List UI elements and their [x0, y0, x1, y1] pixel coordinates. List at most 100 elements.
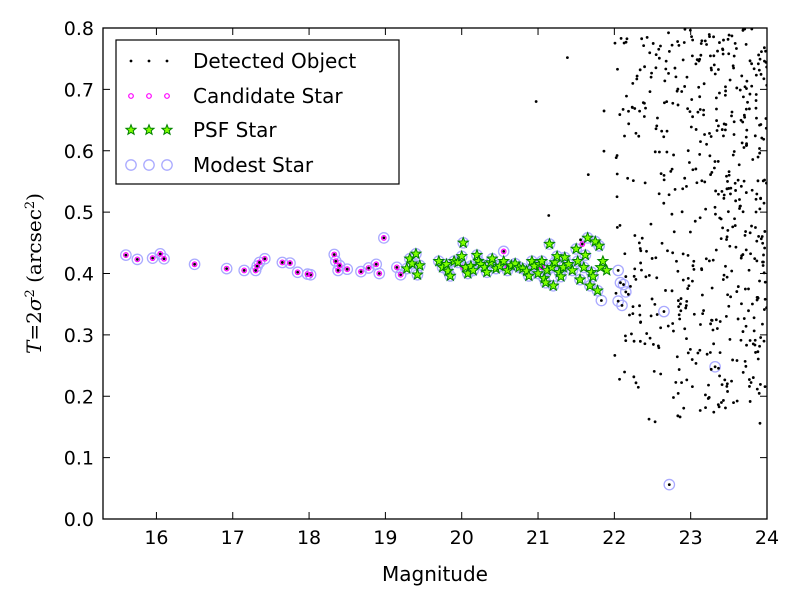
detected-object-marker	[683, 176, 687, 180]
detected-object-marker	[742, 317, 746, 320]
detected-object-marker	[713, 166, 716, 170]
detected-object-marker	[742, 113, 746, 117]
detected-object-marker	[654, 53, 658, 57]
candidate-star-marker	[294, 269, 301, 276]
modest-star-marker	[341, 263, 354, 276]
detected-object-marker	[722, 38, 725, 42]
detected-object-marker	[676, 414, 680, 418]
detected-object-marker	[638, 304, 641, 308]
detected-object-marker	[653, 150, 657, 154]
detected-object-marker	[757, 68, 761, 72]
detected-object-marker	[741, 28, 745, 32]
detected-object-marker	[630, 332, 633, 336]
detected-object-marker	[692, 267, 696, 271]
modest-star-marker	[373, 267, 386, 280]
detected-object-marker	[700, 293, 704, 297]
psf-star-marker	[485, 252, 499, 265]
detected-object-marker	[754, 210, 758, 214]
detected-object-marker	[762, 339, 766, 343]
detected-object-marker	[718, 41, 721, 44]
detected-object-marker	[711, 328, 715, 332]
detected-object-marker	[715, 107, 718, 111]
detected-object-marker	[738, 204, 742, 208]
detected-object-marker	[602, 149, 606, 153]
detected-object-marker	[735, 290, 739, 293]
legend-detected-marker	[129, 59, 133, 63]
y-axis-label-part: 2	[23, 201, 38, 209]
detected-object-marker	[627, 109, 630, 113]
detected-object-marker	[743, 115, 747, 119]
detected-object-marker	[731, 225, 735, 229]
detected-object-marker	[730, 114, 733, 118]
detected-object-marker	[733, 217, 736, 221]
x-tick-label: 22	[602, 527, 626, 549]
legend-entry-label: Detected Object	[193, 49, 356, 73]
detected-object-marker	[744, 364, 748, 368]
psf-star-marker	[583, 279, 597, 292]
detected-object-marker	[763, 385, 767, 389]
detected-object-marker	[690, 54, 694, 58]
detected-object-marker	[656, 116, 659, 120]
detected-object-marker	[704, 207, 708, 211]
psf-star-marker	[579, 248, 592, 261]
detected-object-marker	[667, 193, 671, 197]
detected-object-marker	[758, 344, 761, 348]
detected-object-marker	[729, 295, 733, 299]
detected-object-marker	[659, 44, 662, 48]
detected-object-marker	[743, 359, 747, 363]
detected-object-marker	[653, 420, 657, 424]
detected-object-marker	[680, 381, 683, 385]
detected-object-marker	[715, 327, 719, 330]
modest-star-marker	[355, 265, 367, 278]
detected-object-marker	[747, 268, 751, 272]
candidate-star-marker	[134, 256, 141, 263]
detected-object-marker	[754, 351, 757, 354]
detected-object-marker	[698, 409, 702, 412]
detected-object-marker	[755, 192, 759, 196]
detected-object-marker	[631, 179, 635, 183]
detected-object-marker	[750, 188, 754, 192]
detected-object-marker	[258, 261, 261, 264]
detected-object-marker	[255, 264, 259, 268]
detected-object-marker	[618, 113, 622, 116]
detected-object-marker	[708, 131, 711, 135]
detected-object-marker	[733, 41, 737, 45]
detected-object-marker	[709, 322, 713, 326]
detected-object-marker	[706, 397, 710, 400]
psf-star-marker	[543, 237, 556, 250]
detected-object-marker	[640, 37, 644, 41]
psf-star-marker	[571, 254, 585, 267]
psf-star-marker	[440, 257, 453, 270]
detected-object-marker	[755, 239, 759, 243]
detected-object-marker	[712, 410, 716, 414]
candidate-star-marker	[223, 265, 230, 272]
detected-object-marker	[703, 39, 707, 43]
detected-object-marker	[681, 187, 685, 191]
detected-object-marker	[135, 257, 139, 261]
detected-object-marker	[745, 143, 749, 147]
detected-object-marker	[724, 85, 727, 89]
modest-star-marker	[258, 252, 271, 265]
detected-object-marker	[614, 291, 618, 295]
detected-object-marker	[616, 269, 620, 272]
detected-object-marker	[632, 375, 636, 379]
detected-object-marker	[698, 153, 702, 156]
y-axis-label-part: σ	[22, 296, 46, 311]
psf-star-marker	[525, 254, 539, 267]
detected-object-marker	[700, 179, 704, 183]
detected-object-marker	[635, 77, 639, 81]
detected-object-marker	[757, 234, 761, 238]
detected-object-marker	[685, 378, 689, 382]
detected-object-marker	[632, 339, 636, 343]
psf-star-marker	[594, 260, 607, 273]
detected-object-marker	[644, 275, 648, 279]
detected-object-marker	[717, 192, 720, 196]
detected-object-marker	[739, 118, 743, 122]
detected-object-marker	[727, 52, 731, 56]
detected-object-marker	[684, 304, 688, 307]
detected-object-marker	[151, 256, 155, 260]
detected-object-marker	[755, 387, 759, 391]
detected-object-marker	[720, 189, 724, 193]
detected-object-marker	[686, 149, 690, 153]
